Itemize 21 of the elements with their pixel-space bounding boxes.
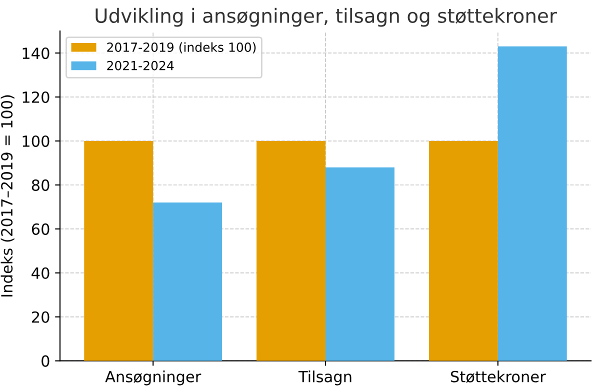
x-tick-label: Ansøgninger	[105, 370, 202, 386]
bar	[153, 202, 222, 361]
bar	[428, 140, 498, 361]
legend-label: 2021-2024	[107, 60, 174, 70]
y-axis-title: Indeks (2017–2019 = 100)	[0, 95, 14, 296]
y-tick-label: 140	[22, 47, 50, 60]
x-tick-label: Tilsagn	[298, 370, 352, 386]
bar	[84, 140, 154, 361]
y-tick-label: 60	[32, 223, 50, 235]
y-tick-label: 80	[32, 179, 50, 191]
legend-label: 2017-2019 (indeks 100)	[107, 42, 256, 54]
x-tick-label: Støttekroner	[450, 370, 546, 383]
bar	[256, 140, 326, 361]
bar	[498, 46, 567, 361]
y-tick-label: 20	[32, 311, 50, 323]
y-tick-label: 0	[42, 355, 50, 367]
bar	[326, 167, 394, 361]
y-tick-label: 120	[22, 91, 50, 104]
chart-title: Udvikling i ansøgninger, tilsagn og støttekroner	[96, 8, 557, 27]
y-tick-label: 40	[32, 267, 50, 279]
y-tick-label: 100	[22, 135, 50, 147]
